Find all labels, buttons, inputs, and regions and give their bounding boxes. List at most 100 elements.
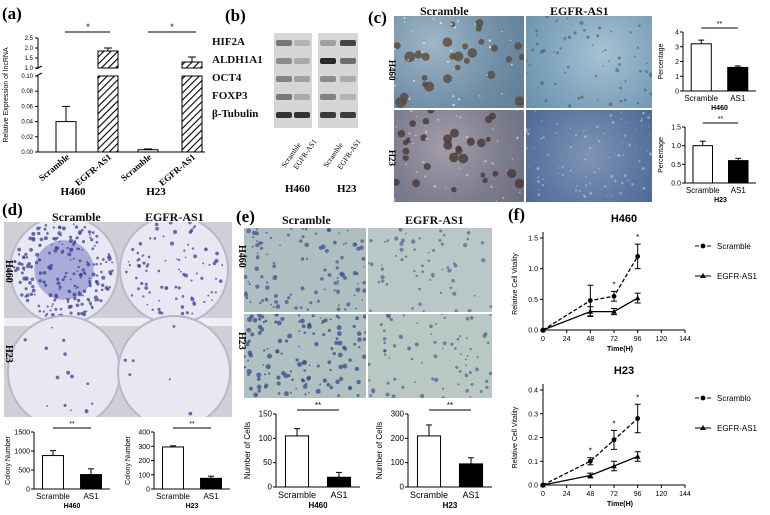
colony-dot <box>154 222 159 227</box>
c-sphere-h460-egfr <box>526 16 652 108</box>
panel-a-sig-2: * <box>170 22 174 32</box>
texture-dot <box>336 282 339 285</box>
texture-dot <box>528 165 531 167</box>
wb-protein-label: HIF2A <box>212 36 245 48</box>
texture-dot <box>385 392 390 397</box>
texture-dot <box>488 45 492 49</box>
colony-dot <box>175 297 178 300</box>
colony-dot <box>76 298 81 303</box>
ytick-label: 1.0 <box>671 143 681 150</box>
panel-a-chart: Relative Expression of lncRNA 1.0 1.5 2.0 2… <box>3 22 205 198</box>
texture-dot <box>335 379 340 385</box>
ytick-label: 1.5 <box>528 236 538 243</box>
colony-dot <box>81 268 85 272</box>
ytick-label: 1 <box>675 74 679 81</box>
a-ytick-label: 2.5 <box>25 36 34 42</box>
colony-dot <box>82 271 86 274</box>
colony-dot <box>78 259 82 263</box>
ylabel: Number of Cells <box>243 422 252 479</box>
colony-dot <box>95 241 99 244</box>
texture-dot <box>422 42 426 45</box>
texture-dot <box>559 47 562 50</box>
colony-dot <box>53 222 55 223</box>
texture-dot <box>335 337 339 341</box>
texture-dot <box>617 153 621 157</box>
legend-marker-2 <box>700 425 706 430</box>
texture-dot <box>257 331 262 335</box>
category-label: Scramble <box>410 490 448 500</box>
texture-dot <box>535 34 538 37</box>
texture-dot <box>313 290 318 295</box>
texture-dot <box>564 71 566 74</box>
panel-d-chart-right: 0 100 200 300 400 Colony Number Scramble AS1 ** H… <box>125 421 230 510</box>
colony-dot <box>136 251 140 255</box>
texture-dot <box>528 64 531 67</box>
wb-protein-label: OCT4 <box>212 72 242 84</box>
texture-dot <box>648 125 650 127</box>
texture-dot <box>563 36 567 40</box>
texture-dot <box>360 239 364 243</box>
texture-dot <box>361 298 364 301</box>
c-header-scramble: Scramble <box>420 4 469 18</box>
colony-dot <box>28 281 32 285</box>
texture-dot <box>450 49 453 52</box>
a-bar <box>97 50 119 69</box>
texture-dot <box>421 52 430 61</box>
texture-dot <box>442 37 453 48</box>
texture-dot <box>247 280 250 283</box>
texture-dot <box>372 391 375 394</box>
colony-dot <box>44 346 49 351</box>
texture-dot <box>369 239 373 243</box>
texture-dot <box>415 171 418 173</box>
texture-dot <box>526 59 528 63</box>
texture-dot <box>596 34 600 38</box>
texture-dot <box>611 120 615 124</box>
texture-dot <box>418 237 421 240</box>
ytick-label: 0.0 <box>528 328 538 335</box>
series-line <box>542 418 639 486</box>
sig-star: * <box>589 447 592 456</box>
colony-dot <box>158 310 162 315</box>
ytick-label: 0.5 <box>671 162 681 169</box>
colony-dot <box>105 261 108 264</box>
texture-dot <box>443 140 453 150</box>
texture-dot <box>274 299 278 304</box>
texture-dot <box>403 17 406 19</box>
panel-a-cellline-h23: H23 <box>146 186 166 198</box>
colony-dot <box>188 411 193 416</box>
texture-dot <box>588 146 592 150</box>
texture-dot <box>447 60 450 63</box>
texture-dot <box>304 393 307 396</box>
colony-dot <box>51 326 53 329</box>
point <box>611 437 617 443</box>
texture-dot <box>606 195 608 197</box>
colony-dot <box>218 279 223 283</box>
texture-dot <box>409 138 412 141</box>
texture-dot <box>535 42 539 46</box>
xtick-label: 48 <box>586 336 594 343</box>
c-sphere-h460-scramble <box>394 16 524 108</box>
texture-dot <box>624 79 627 83</box>
ytick-label: 200 <box>138 458 150 465</box>
texture-dot <box>298 320 301 323</box>
bar <box>727 160 749 184</box>
texture-dot <box>621 141 624 144</box>
texture-dot <box>287 296 291 300</box>
colony-dot <box>176 258 178 261</box>
texture-dot <box>265 231 268 234</box>
texture-dot <box>526 132 530 136</box>
bar <box>326 476 352 488</box>
colony-dot <box>85 310 88 313</box>
texture-dot <box>459 370 462 373</box>
texture-dot <box>368 379 371 382</box>
texture-dot <box>441 396 445 398</box>
texture-dot <box>356 379 361 385</box>
texture-dot <box>315 388 321 394</box>
colony-dot <box>80 311 84 316</box>
category-label: Scramble <box>684 94 718 103</box>
texture-dot <box>536 167 540 171</box>
texture-dot <box>327 328 332 333</box>
sig-label: ** <box>717 21 723 28</box>
colony-dot <box>99 262 102 266</box>
colony-dot <box>59 307 63 311</box>
